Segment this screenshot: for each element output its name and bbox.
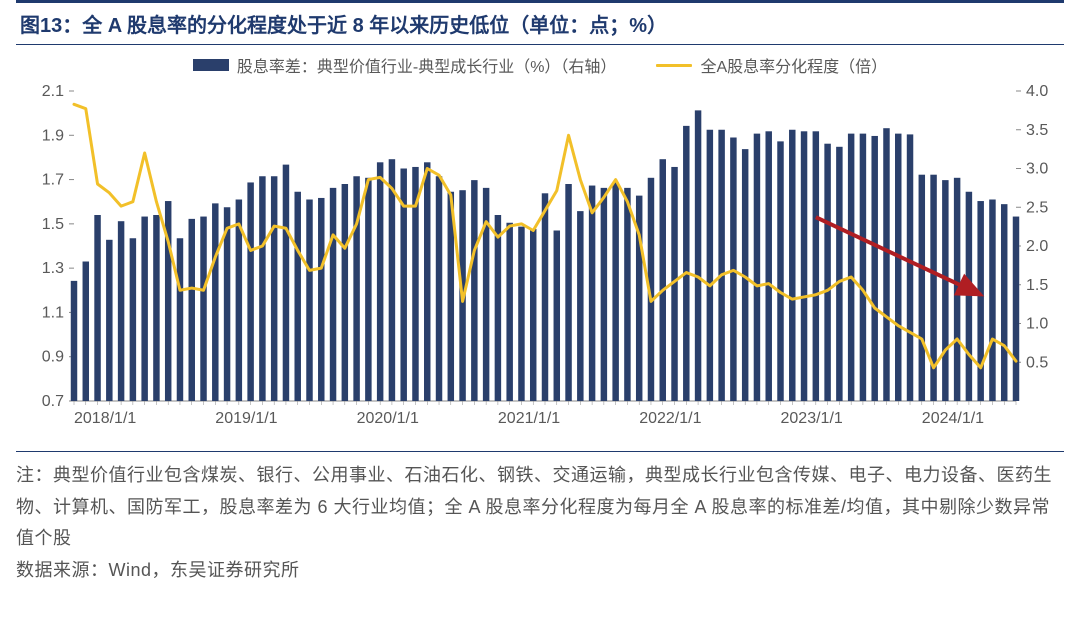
svg-text:3.5: 3.5: [1026, 122, 1048, 139]
svg-text:4.0: 4.0: [1026, 83, 1048, 100]
legend-label-line: 全A股息率分化程度（倍）: [700, 53, 887, 77]
footnotes: 注：典型价值行业包含煤炭、银行、公用事业、石油石化、钢铁、交通运输，典型成长行业…: [16, 452, 1064, 586]
figure-title: 图13：全 A 股息率的分化程度处于近 8 年以来历史低位（单位：点；%）: [20, 9, 667, 38]
chart-svg: 0.7 0.9 1.1 1.3 1.5 1.7 1.9 2.1 0.5 1.0 1.5 2.0 2.5 3…: [16, 81, 1064, 441]
svg-text:1.0: 1.0: [1026, 316, 1048, 333]
svg-text:1.5: 1.5: [42, 216, 64, 233]
svg-text:2021/1/1: 2021/1/1: [498, 410, 560, 427]
svg-text:2020/1/1: 2020/1/1: [357, 410, 419, 427]
svg-text:1.1: 1.1: [42, 304, 64, 321]
svg-text:2.0: 2.0: [1026, 238, 1048, 255]
svg-text:2018/1/1: 2018/1/1: [74, 410, 136, 427]
svg-text:2023/1/1: 2023/1/1: [781, 410, 843, 427]
title-bar: 图13：全 A 股息率的分化程度处于近 8 年以来历史低位（单位：点；%）: [16, 0, 1064, 45]
svg-text:1.3: 1.3: [42, 260, 64, 277]
footnote-note: 注：典型价值行业包含煤炭、银行、公用事业、石油石化、钢铁、交通运输，典型成长行业…: [16, 460, 1064, 555]
chart: 0.7 0.9 1.1 1.3 1.5 1.7 1.9 2.1 0.5 1.0 1.5 2.0 2.5 3…: [16, 81, 1064, 441]
svg-text:1.9: 1.9: [42, 127, 64, 144]
legend-label-bar: 股息率差：典型价值行业-典型成长行业（%）（右轴）: [237, 53, 617, 77]
svg-text:0.5: 0.5: [1026, 354, 1048, 371]
svg-text:2024/1/1: 2024/1/1: [922, 410, 984, 427]
legend-swatch-line: [656, 64, 692, 67]
legend-item-line: 全A股息率分化程度（倍）: [656, 53, 887, 77]
svg-text:0.7: 0.7: [42, 393, 64, 410]
legend-swatch-bar: [193, 59, 229, 71]
svg-text:1.5: 1.5: [1026, 277, 1048, 294]
svg-text:1.7: 1.7: [42, 172, 64, 189]
svg-text:2019/1/1: 2019/1/1: [215, 410, 277, 427]
svg-text:2022/1/1: 2022/1/1: [639, 410, 701, 427]
svg-text:3.0: 3.0: [1026, 161, 1048, 178]
svg-text:2.1: 2.1: [42, 83, 64, 100]
footnote-source: 数据来源：Wind，东吴证券研究所: [16, 555, 1064, 587]
legend: 股息率差：典型价值行业-典型成长行业（%）（右轴） 全A股息率分化程度（倍）: [16, 53, 1064, 77]
legend-item-bar: 股息率差：典型价值行业-典型成长行业（%）（右轴）: [193, 53, 617, 77]
svg-text:0.9: 0.9: [42, 349, 64, 366]
figure: 图13：全 A 股息率的分化程度处于近 8 年以来历史低位（单位：点；%） 股息…: [0, 0, 1080, 632]
svg-text:2.5: 2.5: [1026, 199, 1048, 216]
